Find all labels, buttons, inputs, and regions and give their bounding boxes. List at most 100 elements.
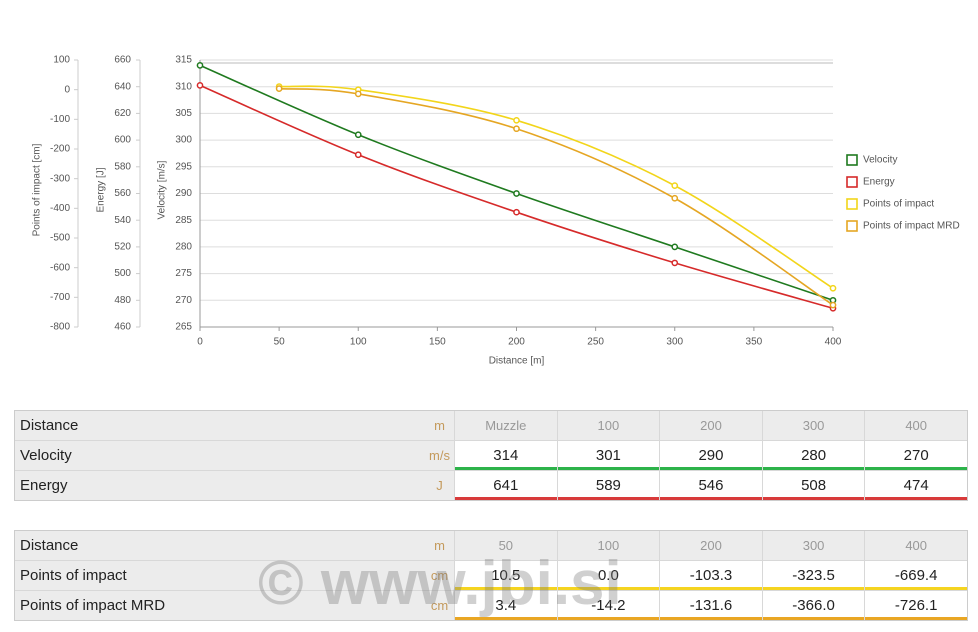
table-cell: 300 (761, 531, 865, 560)
data-point (513, 116, 520, 124)
table-cell: 508 (761, 471, 865, 500)
series-line (279, 85, 834, 289)
table-cell: 0.0 (556, 561, 660, 590)
table-cell: 50 (454, 531, 557, 560)
data-point (671, 182, 679, 189)
y-tick-label: 290 (175, 188, 192, 199)
legend-swatch (846, 154, 858, 166)
table-cell: 474 (864, 471, 967, 500)
table-cell: Points of impact MRD (20, 597, 166, 614)
table-cell: 200 (659, 411, 762, 440)
y-tick-label: 265 (175, 322, 192, 333)
y2-tick-label: 600 (114, 135, 131, 146)
table-cell: -669.4 (864, 561, 967, 590)
table-cell: Points of impact (20, 567, 127, 584)
y-axis-label: Velocity [m/s] (157, 160, 168, 219)
table-cell: 10.5 (454, 561, 557, 590)
y3-tick-label: 0 (64, 84, 70, 95)
y-tick-label: 270 (175, 295, 192, 306)
y-tick-label: 280 (175, 242, 192, 253)
table-cell: 300 (761, 411, 865, 440)
y3-tick-label: -100 (50, 114, 70, 125)
y-tick-label: 285 (175, 215, 192, 226)
table-cell: m (434, 418, 445, 433)
y2-tick-label: 460 (114, 322, 131, 333)
legend-label: Energy (863, 177, 895, 188)
y2-tick-label: 640 (114, 81, 131, 92)
table-cell: -323.5 (761, 561, 865, 590)
data-point (513, 190, 520, 197)
table-cell: cm (430, 598, 449, 613)
y3-tick-label: -500 (50, 233, 70, 244)
table-cell: J (436, 478, 443, 493)
y3-tick-label: -200 (50, 144, 70, 155)
y-tick-label: 315 (175, 55, 192, 66)
table-cell: 270 (864, 441, 967, 470)
table-cell: 314 (454, 441, 557, 470)
legend-label: Points of impact MRD (863, 221, 960, 232)
table-row: Distance m Muzzle 100 200 300 400 (15, 411, 967, 440)
table-cell: 400 (864, 531, 967, 560)
table-cell: -14.2 (556, 591, 660, 620)
y3-tick-label: -600 (50, 262, 70, 273)
x-tick-label: 50 (274, 337, 286, 348)
x-tick-label: 200 (508, 337, 525, 348)
table-cell: 3.4 (454, 591, 557, 620)
table-cell: 280 (761, 441, 865, 470)
table-cell: 301 (556, 441, 660, 470)
table-cell: Muzzle (454, 411, 557, 440)
y-tick-label: 305 (175, 108, 192, 119)
table-cell: 641 (454, 471, 557, 500)
legend-swatch (846, 198, 858, 210)
y2-tick-label: 480 (114, 295, 131, 306)
legend-label: Points of impact (863, 199, 934, 210)
table-cell: 400 (864, 411, 967, 440)
table-cell: Distance (20, 537, 79, 554)
x-tick-label: 400 (825, 337, 842, 348)
table-cell: cm (430, 568, 449, 583)
table-row: Distance m 50 100 200 300 400 (15, 531, 967, 560)
x-tick-label: 300 (666, 337, 683, 348)
y-tick-label: 310 (175, 81, 192, 92)
x-tick-label: 100 (350, 337, 367, 348)
data-table: Distance m Muzzle 100 200 300 400 Velocity m/s 31… (14, 410, 968, 501)
y-tick-label: 300 (175, 135, 192, 146)
x-tick-label: 0 (197, 337, 203, 348)
data-table: Distance m 50 100 200 300 400 Points of impact c… (14, 530, 968, 621)
table-cell: -366.0 (761, 591, 865, 620)
data-point (513, 125, 520, 133)
table-cell: 546 (659, 471, 762, 500)
data-point (354, 90, 362, 98)
y-axis-label: Points of impact [cm] (32, 143, 43, 236)
table-row: Points of impact MRD cm 3.4 -14.2 -131.6 -366… (15, 590, 967, 620)
y2-tick-label: 560 (114, 188, 131, 199)
data-point (829, 301, 837, 309)
series-line (279, 87, 834, 306)
data-point (354, 151, 362, 159)
table-cell: 100 (556, 411, 660, 440)
y-tick-label: 295 (175, 161, 192, 172)
y3-tick-label: -800 (50, 322, 70, 333)
y2-tick-label: 620 (114, 108, 131, 119)
series-line (199, 64, 834, 302)
table-cell: 290 (659, 441, 762, 470)
data-point (354, 131, 362, 139)
x-tick-label: 350 (746, 337, 763, 348)
y2-tick-label: 520 (114, 242, 131, 253)
table-cell: Energy (20, 477, 68, 494)
x-tick-label: 150 (429, 337, 446, 348)
y-axis-label: Energy [J] (96, 167, 107, 212)
data-point (829, 284, 837, 292)
data-point (671, 243, 679, 251)
table-cell: 200 (659, 531, 762, 560)
table-cell: -103.3 (659, 561, 762, 590)
y2-tick-label: 540 (114, 215, 131, 226)
data-point (275, 85, 283, 93)
table-row: Energy J 641 589 546 508 474 (15, 470, 967, 500)
table-cell: -726.1 (864, 591, 967, 620)
table-cell: 589 (556, 471, 660, 500)
y3-tick-label: -300 (50, 173, 70, 184)
x-axis-label: Distance [m] (489, 356, 545, 367)
y-tick-label: 275 (175, 268, 192, 279)
